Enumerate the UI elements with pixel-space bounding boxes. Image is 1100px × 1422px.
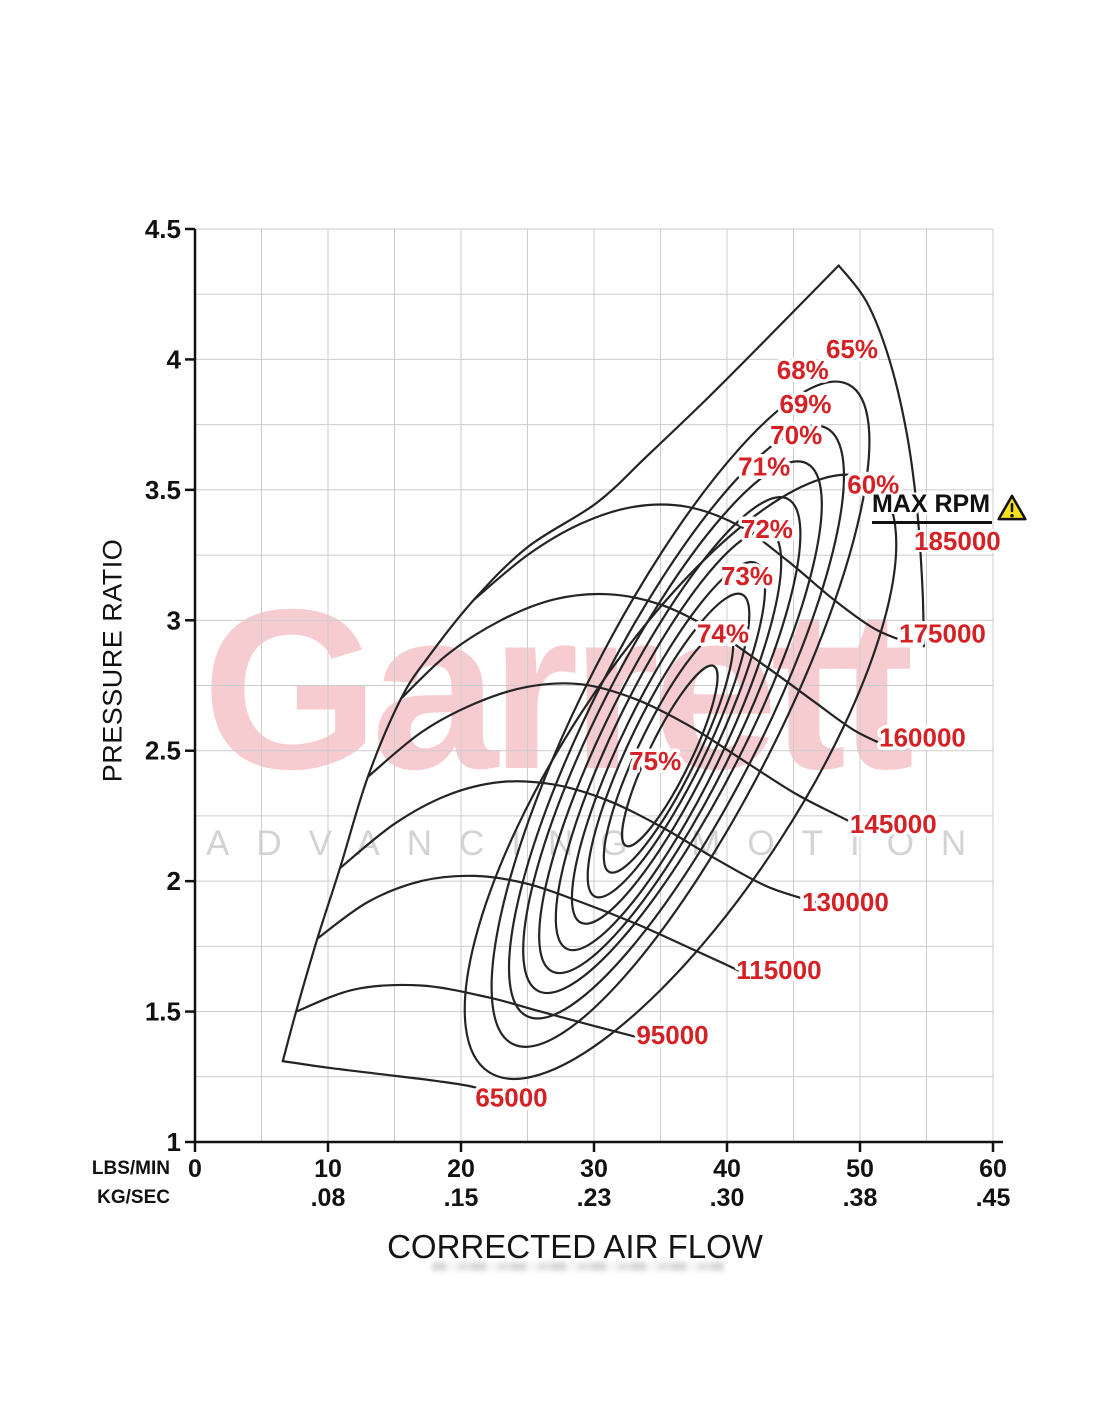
efficiency-label-74%: 74% xyxy=(697,618,749,648)
y-tick-label: 2.5 xyxy=(145,736,181,766)
rpm-label-145000: 145000 xyxy=(850,809,937,839)
y-tick-label: 3.5 xyxy=(145,475,181,505)
rpm-label-95000: 95000 xyxy=(636,1020,708,1050)
efficiency-label-72%: 72% xyxy=(741,514,793,544)
max-rpm-value: 185000 xyxy=(914,526,1001,556)
rpm-label-130000: 130000 xyxy=(802,887,889,917)
max-rpm-label: MAX RPM xyxy=(872,490,993,524)
x-tick-label-kg: .23 xyxy=(577,1184,612,1212)
x-tick-label-lbs: 50 xyxy=(846,1155,874,1183)
y-tick-label: 2 xyxy=(167,866,181,896)
efficiency-contour-69% xyxy=(522,460,823,995)
x-tick-label-kg: .30 xyxy=(710,1184,745,1212)
max-rpm-callout: MAX RPM 185000 xyxy=(872,490,1027,557)
efficiency-label-70%: 70% xyxy=(770,420,822,450)
efficiency-contour-65% xyxy=(490,380,871,1048)
y-axis-title: PRESSURE RATIO xyxy=(97,538,128,783)
speed-line-145000 xyxy=(366,682,862,828)
x-tick-label-kg: .45 xyxy=(976,1184,1011,1212)
speed-line-160000 xyxy=(400,592,887,747)
efficiency-label-73%: 73% xyxy=(721,561,773,591)
y-tick-label: 4 xyxy=(167,344,182,374)
y-tick-label: 4.5 xyxy=(145,214,181,244)
surge-line xyxy=(281,264,840,1063)
x-tick-label-lbs: 20 xyxy=(447,1155,475,1183)
x-axis-units: LBS/MIN KG/SEC xyxy=(58,1154,170,1212)
rpm-label-115000: 115000 xyxy=(736,955,821,985)
efficiency-contour-73% xyxy=(586,592,751,899)
x-tick-label-kg: .15 xyxy=(444,1184,479,1212)
x-tick-label-lbs: 60 xyxy=(979,1155,1007,1183)
y-tick-label: 3 xyxy=(167,605,181,635)
x-tick-label-lbs: 40 xyxy=(713,1155,741,1183)
speed-line-65000 xyxy=(281,1060,501,1099)
y-tick-label: 1.5 xyxy=(145,997,181,1027)
x-axis-title: CORRECTED AIR FLOW xyxy=(387,1228,763,1265)
speed-line-175000 xyxy=(473,503,905,643)
speed-line-95000 xyxy=(295,983,641,1039)
x-axis-unit-primary: LBS/MIN xyxy=(91,1158,170,1179)
x-tick-label-kg: .38 xyxy=(843,1184,878,1212)
speed-line-185000 xyxy=(837,264,925,648)
speed-line-115000 xyxy=(316,874,750,977)
x-tick-label-lbs: 10 xyxy=(314,1155,342,1183)
blurred-text-artifact xyxy=(432,1262,724,1271)
warning-triangle-icon xyxy=(997,494,1027,521)
watermark-tagline: ADVANCING MOTION xyxy=(206,824,994,863)
y-tick-label: 1 xyxy=(167,1127,181,1157)
rpm-label-160000: 160000 xyxy=(879,723,966,753)
efficiency-label-65%: 65% xyxy=(826,334,878,364)
efficiency-contour-71% xyxy=(554,529,783,952)
efficiency-contour-60% xyxy=(463,473,898,1081)
speed-line-130000 xyxy=(338,780,816,904)
efficiency-contour-75% xyxy=(620,664,719,848)
x-tick-label-kg: .08 xyxy=(311,1184,346,1212)
efficiency-contour-70% xyxy=(538,496,802,975)
efficiency-label-71%: 71% xyxy=(738,451,790,481)
rpm-label-175000: 175000 xyxy=(899,618,986,648)
watermark-garrett-logo: Garrett xyxy=(202,563,914,817)
efficiency-label-68%: 68% xyxy=(777,355,829,385)
efficiency-label-60%: 60% xyxy=(847,470,899,500)
x-axis-unit-secondary: KG/SEC xyxy=(97,1187,170,1208)
rpm-label-65000: 65000 xyxy=(475,1083,547,1113)
efficiency-contour-72% xyxy=(570,560,767,925)
x-tick-label-lbs: 0 xyxy=(188,1155,202,1183)
efficiency-label-69%: 69% xyxy=(779,389,831,419)
efficiency-label-75%: 75% xyxy=(629,746,681,776)
efficiency-contour-74% xyxy=(602,627,735,874)
efficiency-contour-68% xyxy=(507,424,846,1020)
x-tick-label-lbs: 30 xyxy=(580,1155,608,1183)
